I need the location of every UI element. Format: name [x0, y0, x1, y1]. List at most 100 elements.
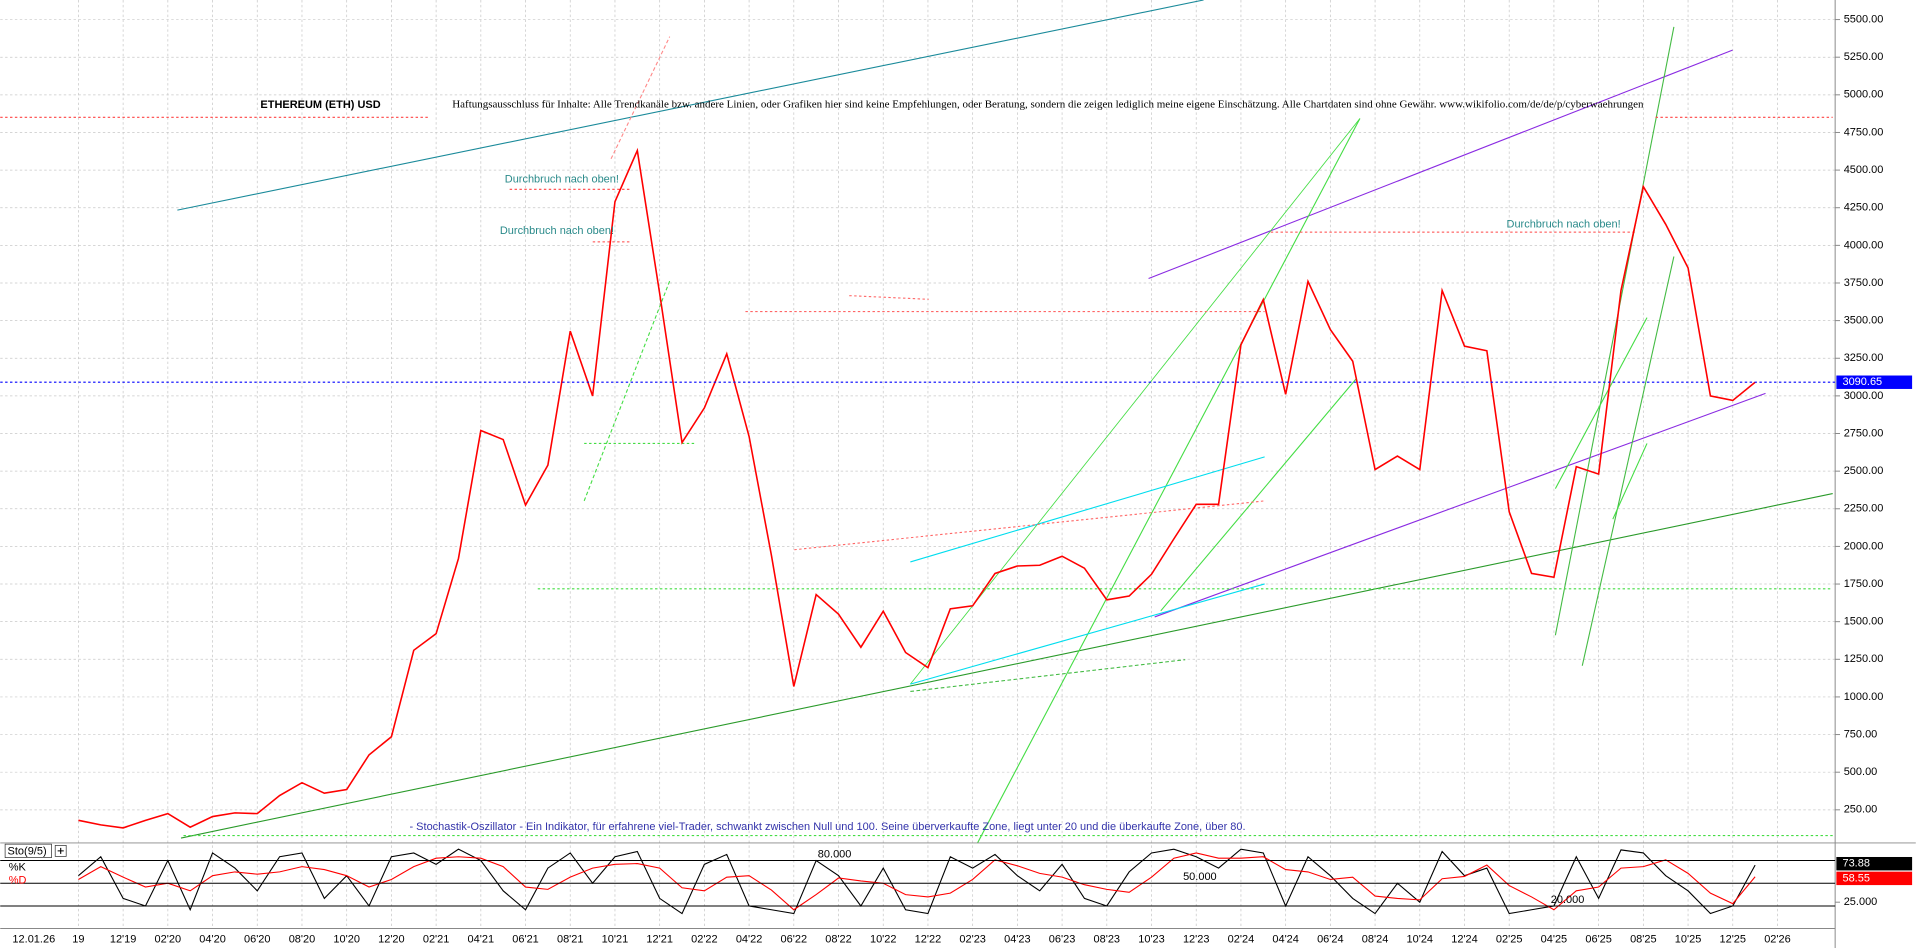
x-tick-label: 08'20: [289, 933, 316, 945]
y-tick-label: 2000.00: [1844, 540, 1884, 552]
trend-line: [910, 118, 1361, 685]
disclaimer: Haftungsausschluss für Inhalte: Alle Tre…: [452, 99, 1644, 111]
x-tick-label: 08'23: [1094, 933, 1121, 945]
last-value-box: [1836, 871, 1913, 886]
price-line: [78, 147, 1756, 829]
x-tick-label: 04'22: [736, 933, 763, 945]
y-tick-label: 1250.00: [1844, 653, 1884, 665]
x-tick-label: 12'24: [1451, 933, 1478, 945]
x-tick-label: 12'19: [110, 933, 137, 945]
x-tick-label: 19: [72, 933, 84, 945]
level-label: 80.000: [818, 848, 852, 860]
y-tick-label: 5000.00: [1844, 89, 1884, 101]
trend-line: [177, 0, 1204, 211]
trend-line: [1554, 26, 1675, 636]
stochastic-line: [78, 852, 1756, 911]
x-tick-label: 04'21: [468, 933, 495, 945]
y-tick-label: 250.00: [1844, 804, 1878, 816]
y-tick-label: 500.00: [1844, 766, 1878, 778]
y-tick-label: 4250.00: [1844, 202, 1884, 214]
x-tick-label: 12'25: [1719, 933, 1746, 945]
y-tick-label: 1750.00: [1844, 578, 1884, 590]
trend-line: [1612, 443, 1648, 520]
trend-line: [910, 583, 1265, 685]
annotation: Durchbruch nach oben!: [505, 173, 619, 185]
x-tick-label: 08'21: [557, 933, 584, 945]
marks: [78, 147, 1756, 915]
legend-label: %K: [9, 861, 27, 873]
y-tick-label: 1000.00: [1844, 691, 1884, 703]
y-tick-label: 25.000: [1844, 896, 1878, 908]
chart-title: ETHEREUM (ETH) USD: [260, 99, 380, 111]
y-tick-label: 5500.00: [1844, 13, 1884, 25]
trend-line: [1160, 378, 1357, 612]
y-tick-label: 3500.00: [1844, 315, 1884, 327]
y-tick-label: 2750.00: [1844, 427, 1884, 439]
last-value-label: 73.88: [1842, 858, 1869, 870]
annotation: Durchbruch nach oben!: [1507, 219, 1621, 231]
level-line: [849, 295, 929, 300]
last-value-box: [1836, 856, 1913, 871]
x-tick-label: 02'20: [155, 933, 182, 945]
x-tick-label: 06'21: [512, 933, 539, 945]
trend-line: [583, 280, 671, 502]
x-tick-label: 04'25: [1541, 933, 1568, 945]
date-label: 12.01.26: [12, 933, 55, 945]
trend-line: [910, 659, 1186, 692]
grid: [0, 0, 1836, 929]
x-tick-label: 06'24: [1317, 933, 1344, 945]
x-tick-label: 02'25: [1496, 933, 1523, 945]
trend-lines: [0, 0, 1833, 844]
indicator-note: - Stochastik-Oszillator - Ein Indikator,…: [409, 821, 1245, 833]
x-tick-label: 08'22: [825, 933, 852, 945]
x-tick-label: 12'23: [1183, 933, 1210, 945]
indicator-box: [4, 843, 52, 858]
x-tick-label: 08'24: [1362, 933, 1389, 945]
x-tick-label: 02'22: [691, 933, 718, 945]
last-price-box: [1836, 375, 1913, 389]
y-tick-label: 4000.00: [1844, 239, 1884, 251]
y-tick-label: 3000.00: [1844, 390, 1884, 402]
y-tick-label: 2250.00: [1844, 503, 1884, 515]
stochastic-line: [78, 848, 1756, 915]
trend-line: [794, 500, 1265, 551]
y-tick-label: 750.00: [1844, 728, 1878, 740]
last-price-label: 3090.65: [1842, 376, 1882, 388]
y-tick-label: 3250.00: [1844, 352, 1884, 364]
trend-line: [180, 493, 1833, 839]
x-tick-label: 10'25: [1675, 933, 1702, 945]
level-label: 20.000: [1551, 894, 1585, 906]
x-tick-label: 02'23: [959, 933, 986, 945]
x-tick-label: 10'24: [1407, 933, 1434, 945]
x-tick-label: 02'21: [423, 933, 450, 945]
annotation: Durchbruch nach oben!: [500, 225, 614, 237]
x-tick-label: 04'23: [1004, 933, 1031, 945]
x-tick-label: 06'25: [1585, 933, 1612, 945]
y-tick-label: 1500.00: [1844, 616, 1884, 628]
y-tick-label: 3750.00: [1844, 277, 1884, 289]
x-tick-label: 10'22: [870, 933, 897, 945]
x-tick-label: 12'20: [378, 933, 405, 945]
x-tick-label: 02'26: [1764, 933, 1791, 945]
last-value-label: 58.55: [1842, 872, 1869, 884]
trend-line: [1581, 256, 1675, 666]
trend-line: [977, 118, 1361, 844]
x-tick-label: 06'23: [1049, 933, 1076, 945]
legend-label: %D: [9, 875, 27, 887]
x-tick-label: 04'20: [199, 933, 226, 945]
trend-line: [1554, 317, 1648, 489]
x-tick-label: 06'20: [244, 933, 271, 945]
y-tick-label: 5250.00: [1844, 51, 1884, 63]
y-tick-label: 4500.00: [1844, 164, 1884, 176]
x-tick-label: 10'20: [333, 933, 360, 945]
level-label: 50.000: [1183, 871, 1217, 883]
x-tick-label: 10'23: [1138, 933, 1165, 945]
y-tick-label: 2500.00: [1844, 465, 1884, 477]
indicator-title: Sto(9/5): [8, 845, 47, 857]
y-tick-label: 4750.00: [1844, 126, 1884, 138]
trend-line: [1154, 392, 1766, 618]
x-tick-label: 08'25: [1630, 933, 1657, 945]
trend-line: [910, 456, 1265, 563]
